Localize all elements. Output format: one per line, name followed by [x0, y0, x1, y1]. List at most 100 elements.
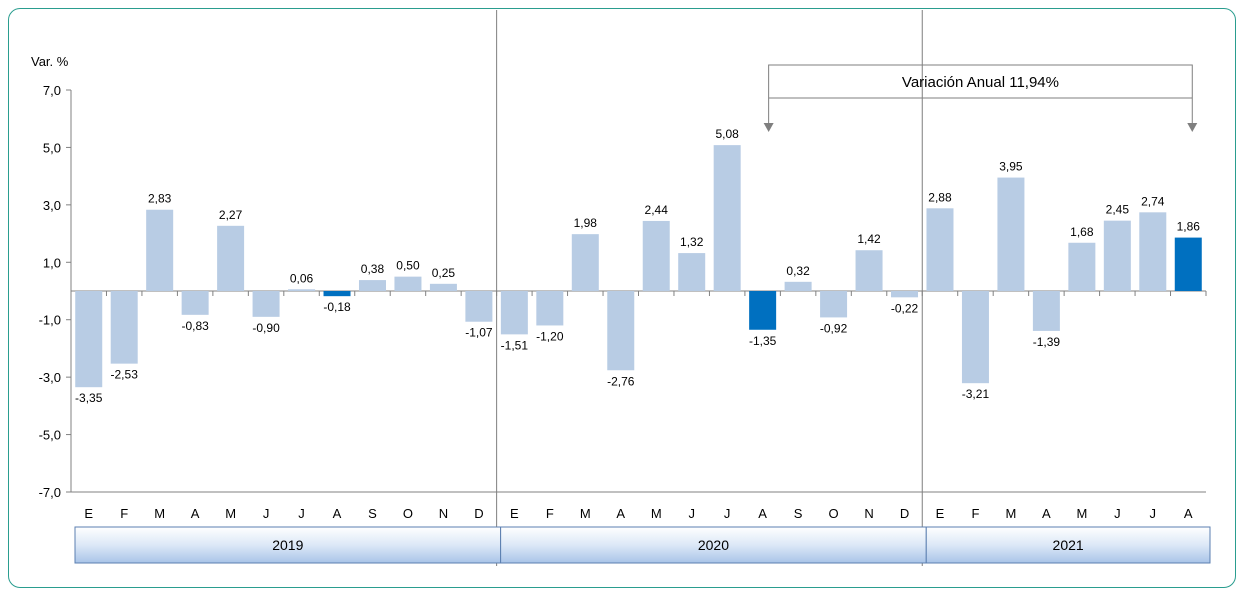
bar — [358, 280, 386, 291]
bar — [926, 208, 954, 291]
bar — [536, 291, 564, 326]
data-label: -2,53 — [111, 368, 139, 382]
data-label: 2,88 — [928, 190, 952, 204]
month-label: J — [298, 506, 305, 521]
chart-frame — [8, 8, 1236, 588]
bar — [607, 291, 635, 371]
data-label: 0,32 — [786, 264, 810, 278]
data-label: -1,20 — [536, 329, 564, 343]
data-label: 1,32 — [680, 235, 704, 249]
month-label: J — [724, 506, 731, 521]
bar — [1068, 242, 1096, 291]
data-label: 2,44 — [645, 203, 669, 217]
month-label: J — [688, 506, 695, 521]
bar — [394, 276, 422, 291]
annotation-arrow-right — [1187, 123, 1198, 132]
month-label: O — [403, 506, 413, 521]
y-tick-label: 1,0 — [43, 255, 61, 270]
bar — [855, 250, 883, 291]
year-label: 2019 — [272, 537, 303, 553]
bar — [820, 291, 848, 318]
month-label: J — [263, 506, 270, 521]
month-label: A — [616, 506, 625, 521]
data-label: -1,39 — [1033, 335, 1061, 349]
month-label: E — [936, 506, 945, 521]
annotation-arrow-left — [763, 123, 774, 132]
month-label: A — [333, 506, 342, 521]
data-label: -1,07 — [465, 326, 493, 340]
bar — [1032, 291, 1060, 331]
month-label: M — [651, 506, 662, 521]
month-label: F — [120, 506, 128, 521]
data-label: 2,74 — [1141, 194, 1165, 208]
axes: 7,0 5,0 3,0 1,0 -1,0 -3,0 -5,0 -7,0 — [39, 10, 1207, 566]
data-label: -0,90 — [252, 321, 280, 335]
bar — [288, 289, 316, 291]
month-label: M — [225, 506, 236, 521]
bar — [181, 291, 209, 315]
bar — [749, 291, 777, 330]
bar — [961, 291, 989, 384]
data-label: 1,86 — [1177, 220, 1201, 234]
bar — [75, 291, 103, 388]
bar — [571, 234, 599, 291]
month-label: M — [154, 506, 165, 521]
month-label: E — [510, 506, 519, 521]
month-label: A — [1184, 506, 1193, 521]
bar — [784, 281, 812, 291]
month-label: D — [900, 506, 909, 521]
y-axis-label: Var. % — [31, 54, 69, 69]
bar — [678, 253, 706, 291]
bar — [217, 225, 245, 291]
bar — [465, 291, 493, 322]
month-label: J — [1114, 506, 1121, 521]
data-label: 5,08 — [715, 127, 739, 141]
data-label: -3,35 — [75, 391, 103, 405]
month-label: M — [1076, 506, 1087, 521]
data-label: -3,21 — [962, 387, 990, 401]
data-label: 0,25 — [432, 266, 456, 280]
bar — [891, 291, 919, 298]
bar — [429, 283, 457, 291]
month-label: D — [474, 506, 483, 521]
year-box — [74, 526, 502, 564]
data-label: 1,68 — [1070, 225, 1094, 239]
month-label: F — [971, 506, 979, 521]
annotation-bracket — [768, 64, 1193, 123]
month-label: M — [1006, 506, 1017, 521]
month-label: F — [546, 506, 554, 521]
bars — [75, 145, 1202, 388]
bar — [323, 291, 351, 297]
bar — [252, 291, 280, 317]
year-labels: 2019 2020 2021 — [74, 526, 1211, 564]
month-label: A — [191, 506, 200, 521]
month-label: N — [864, 506, 873, 521]
data-label: 1,42 — [857, 232, 881, 246]
y-tick-label: -7,0 — [39, 485, 61, 500]
y-tick-label: -5,0 — [39, 428, 61, 443]
y-tick-label: 3,0 — [43, 198, 61, 213]
y-tick-label: 7,0 — [43, 83, 61, 98]
month-label: S — [368, 506, 377, 521]
bar — [997, 177, 1025, 291]
bar — [713, 145, 741, 291]
data-label: 2,83 — [148, 192, 172, 206]
month-label: O — [829, 506, 839, 521]
month-label: J — [1150, 506, 1157, 521]
data-label: 0,50 — [396, 259, 420, 273]
bar — [500, 291, 528, 335]
data-label: 0,06 — [290, 271, 314, 285]
bar — [146, 209, 174, 291]
month-label: S — [794, 506, 803, 521]
y-tick-label: 5,0 — [43, 140, 61, 155]
month-label: N — [439, 506, 448, 521]
year-box — [500, 526, 927, 564]
annual-variation-annotation: Variación Anual 11,94% — [763, 64, 1198, 132]
annotation-text: Variación Anual 11,94% — [902, 74, 1059, 91]
data-labels: -3,35 -2,53 2,83 -0,83 2,27 -0,90 0,06 -0,18 0,3… — [75, 127, 1200, 405]
bar — [1103, 220, 1131, 291]
year-box — [925, 526, 1211, 564]
data-label: 0,38 — [361, 262, 385, 276]
